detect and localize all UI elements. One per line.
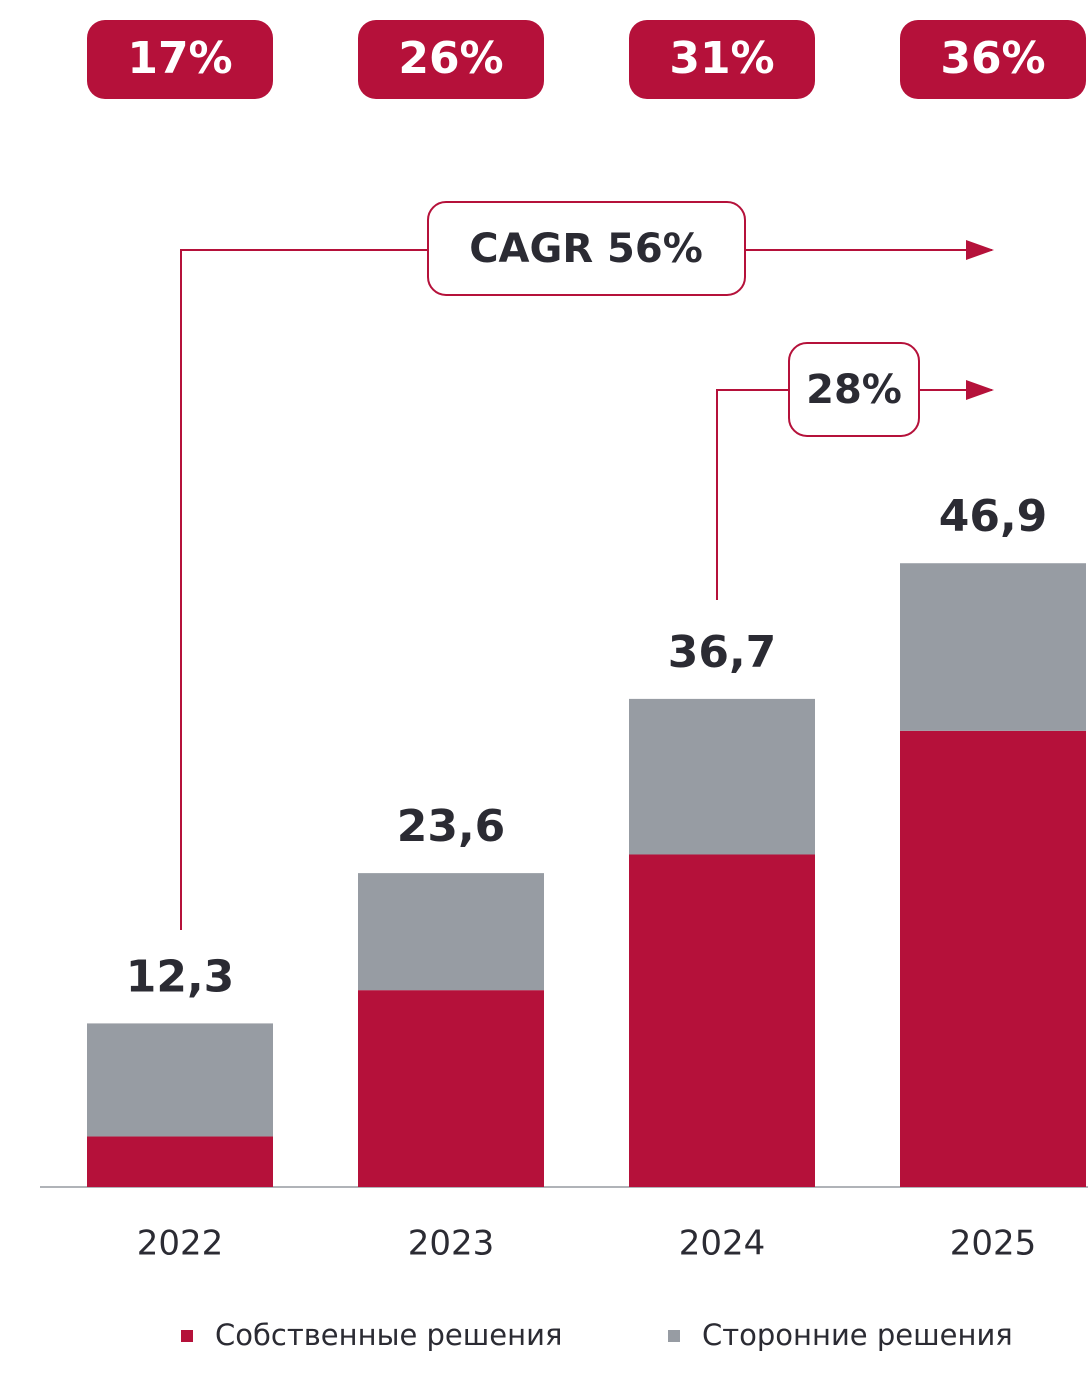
share-label: 26% — [398, 33, 503, 84]
x-tick-label: 2022 — [137, 1224, 224, 1264]
growth-line — [716, 389, 789, 600]
growth-box — [788, 342, 920, 437]
cagr-line — [180, 249, 428, 930]
bar-segment — [900, 730, 1086, 1187]
share-pill — [629, 20, 815, 99]
total-label: 46,9 — [939, 491, 1048, 542]
bar-segment — [629, 854, 815, 1187]
bar-segment — [358, 990, 544, 1187]
bar-segment — [629, 698, 815, 855]
x-tick-label: 2025 — [950, 1224, 1037, 1264]
share-label: 31% — [669, 33, 774, 84]
x-tick-label: 2023 — [408, 1224, 495, 1264]
share-label: 36% — [940, 33, 1045, 84]
share-pill — [358, 20, 544, 99]
bar-segment — [87, 1136, 273, 1187]
legend-swatch — [668, 1330, 680, 1342]
total-label: 36,7 — [668, 627, 777, 678]
cagr-label: CAGR 56% — [469, 226, 703, 272]
legend-label: Собственные решения — [215, 1318, 562, 1352]
legend-label: Сторонние решения — [702, 1318, 1013, 1352]
growth-label: 28% — [806, 367, 902, 413]
legend-swatch — [181, 1330, 193, 1342]
bar-segment — [900, 563, 1086, 731]
bar-segment — [358, 873, 544, 991]
cagr-box — [427, 201, 746, 296]
total-label: 23,6 — [397, 801, 506, 852]
total-label: 12,3 — [126, 951, 235, 1002]
share-pill — [87, 20, 273, 99]
x-tick-label: 2024 — [679, 1224, 766, 1264]
bar-segment — [87, 1023, 273, 1137]
share-label: 17% — [127, 33, 232, 84]
share-pill — [900, 20, 1086, 99]
